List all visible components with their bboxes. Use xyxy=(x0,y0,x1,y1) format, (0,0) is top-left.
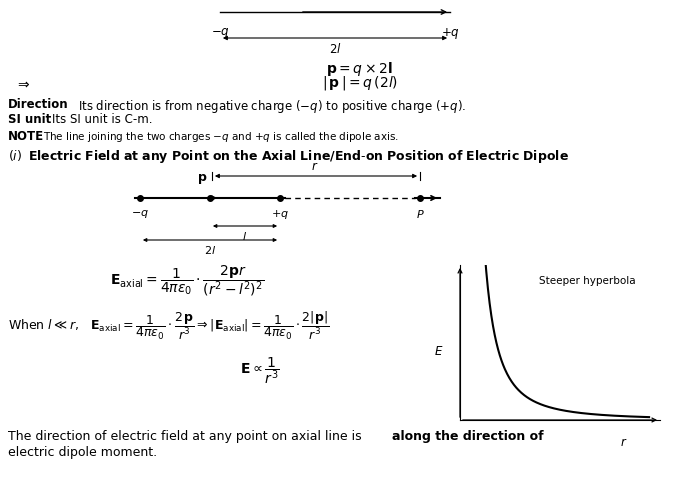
Text: $-q$: $-q$ xyxy=(211,26,229,40)
Text: $r$: $r$ xyxy=(312,160,319,173)
Text: $\Rightarrow$: $\Rightarrow$ xyxy=(15,77,31,91)
Text: $\mathbf{E} \propto \dfrac{1}{r^3}$: $\mathbf{E} \propto \dfrac{1}{r^3}$ xyxy=(240,355,280,386)
Text: $l$: $l$ xyxy=(242,230,248,242)
Text: electric dipole moment.: electric dipole moment. xyxy=(8,446,157,459)
Text: Direction: Direction xyxy=(8,98,69,111)
Text: $\mathbf{p} = q \times 2\mathbf{l}$: $\mathbf{p} = q \times 2\mathbf{l}$ xyxy=(326,60,394,78)
Text: $\mathbf{E}_{\mathrm{axial}} = \dfrac{1}{4\pi\varepsilon_0} \cdot \dfrac{2\mathb: $\mathbf{E}_{\mathrm{axial}} = \dfrac{1}… xyxy=(110,263,264,298)
Text: $\mathbf{Electric\ Field\ at\ any\ Point\ on\ the\ Axial\ Line/End\text{-}on\ Po: $\mathbf{Electric\ Field\ at\ any\ Point… xyxy=(28,148,569,165)
Text: $2l$: $2l$ xyxy=(204,244,216,256)
Text: $P$: $P$ xyxy=(416,208,425,220)
Text: Its SI unit is C-m.: Its SI unit is C-m. xyxy=(52,113,153,126)
Text: Steeper hyperbola: Steeper hyperbola xyxy=(539,276,635,285)
Text: $-q$: $-q$ xyxy=(131,208,149,220)
Text: $(i)$: $(i)$ xyxy=(8,148,22,163)
Text: $|\,\mathbf{p}\,| = q\,(2l)$: $|\,\mathbf{p}\,| = q\,(2l)$ xyxy=(322,74,398,92)
Text: When $l \ll r$,   $\mathbf{E}_{\mathrm{axial}} = \dfrac{1}{4\pi\varepsilon_0} \c: When $l \ll r$, $\mathbf{E}_{\mathrm{axi… xyxy=(8,310,329,342)
Text: The line joining the two charges $-q$ and $+q$ is called the dipole axis.: The line joining the two charges $-q$ an… xyxy=(43,130,399,144)
Text: The direction of electric field at any point on axial line is: The direction of electric field at any p… xyxy=(8,430,365,443)
Text: $E$: $E$ xyxy=(434,345,444,358)
Text: $+q$: $+q$ xyxy=(441,26,460,41)
Text: $2l$: $2l$ xyxy=(328,42,341,56)
Text: $+q$: $+q$ xyxy=(271,208,289,221)
Text: NOTE: NOTE xyxy=(8,130,44,143)
Text: Its direction is from negative charge $(-q)$ to positive charge $(+q).$: Its direction is from negative charge $(… xyxy=(78,98,466,115)
Text: $r$: $r$ xyxy=(620,435,627,449)
Text: SI unit: SI unit xyxy=(8,113,51,126)
Text: $\mathbf{p}$: $\mathbf{p}$ xyxy=(197,172,207,186)
Text: along the direction of: along the direction of xyxy=(392,430,544,443)
